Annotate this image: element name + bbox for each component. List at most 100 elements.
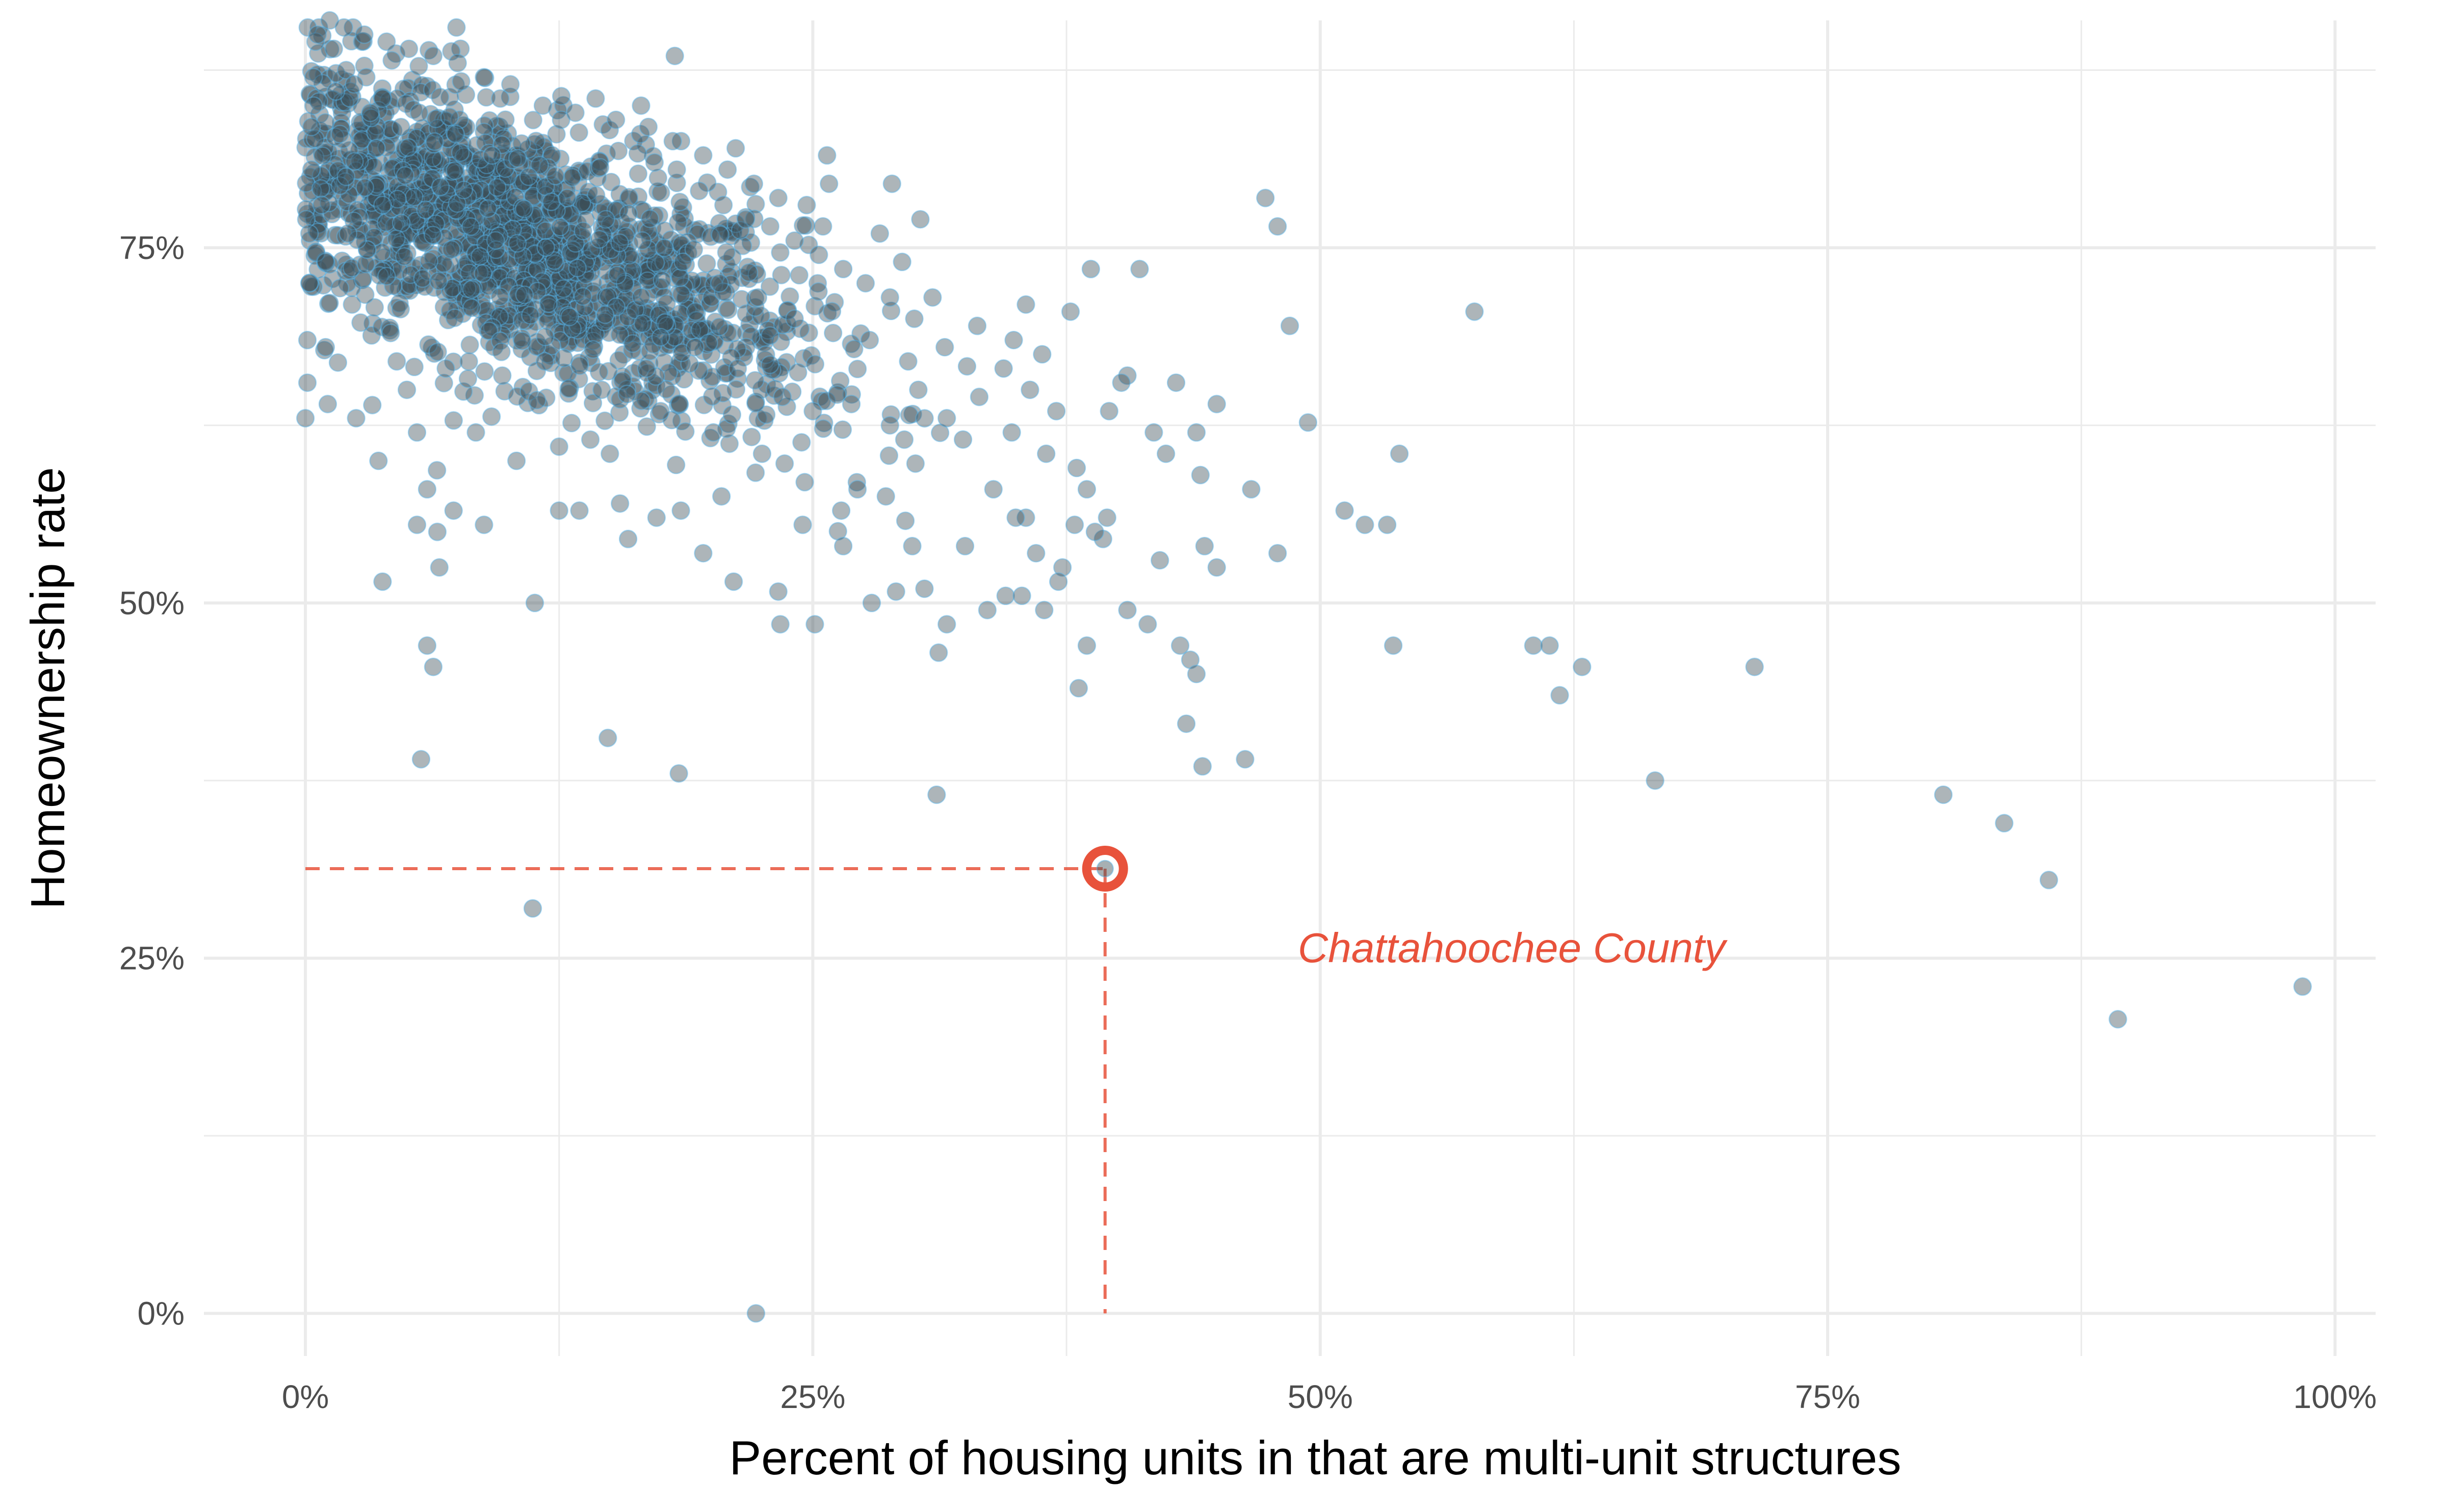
data-point <box>485 196 504 215</box>
data-point <box>451 143 470 162</box>
data-point <box>531 202 551 221</box>
data-point <box>373 196 392 215</box>
data-point <box>676 289 695 308</box>
data-point <box>403 211 422 230</box>
data-point <box>424 245 443 265</box>
data-point <box>541 353 560 373</box>
data-point <box>484 233 503 253</box>
data-point <box>383 198 403 218</box>
data-point <box>580 298 599 317</box>
data-point <box>777 353 796 372</box>
data-point <box>406 190 425 209</box>
data-point <box>431 140 450 159</box>
data-point <box>582 353 601 373</box>
data-point <box>538 164 557 183</box>
data-point <box>1002 423 1021 442</box>
data-point <box>595 214 615 233</box>
data-point <box>1236 750 1255 769</box>
data-point <box>296 409 315 428</box>
data-point <box>358 150 377 169</box>
data-point <box>796 216 816 235</box>
data-point <box>386 168 405 187</box>
data-point <box>432 122 451 141</box>
data-point <box>384 158 403 177</box>
data-point <box>491 307 510 326</box>
data-point <box>549 323 568 342</box>
data-point <box>563 213 583 231</box>
data-point <box>514 201 533 221</box>
data-point <box>437 237 456 256</box>
data-point <box>531 338 550 357</box>
data-point <box>383 259 402 278</box>
data-point <box>521 306 540 325</box>
data-point <box>461 217 480 236</box>
data-point <box>392 180 411 200</box>
data-point <box>409 186 428 205</box>
data-point <box>369 451 388 471</box>
data-point <box>382 186 402 205</box>
data-point <box>1100 402 1118 421</box>
data-point <box>1065 515 1084 534</box>
data-point <box>1187 423 1206 442</box>
data-point <box>448 153 466 172</box>
data-point <box>702 387 722 406</box>
data-point <box>451 124 470 143</box>
data-point <box>594 252 613 271</box>
data-point <box>469 243 488 263</box>
data-point <box>1356 515 1374 534</box>
data-point <box>544 226 563 245</box>
data-point <box>331 113 351 132</box>
data-point <box>795 473 814 492</box>
data-point <box>609 141 628 161</box>
data-point <box>640 267 659 286</box>
data-point <box>723 222 742 241</box>
data-point <box>300 231 320 250</box>
data-point <box>373 89 392 108</box>
data-point <box>713 396 732 415</box>
data-point <box>887 582 905 601</box>
data-point <box>385 267 405 285</box>
data-point <box>378 188 398 207</box>
data-point <box>300 274 319 293</box>
data-point <box>459 288 478 307</box>
data-point <box>697 335 716 354</box>
data-point <box>544 264 563 283</box>
data-point <box>513 331 532 350</box>
data-point <box>514 206 533 225</box>
data-point <box>384 121 403 140</box>
data-point <box>683 332 702 352</box>
data-point <box>503 195 522 214</box>
data-point <box>316 87 335 107</box>
data-point <box>1298 413 1318 432</box>
data-point <box>379 161 399 180</box>
data-point <box>548 100 567 120</box>
data-point <box>773 387 792 406</box>
data-point <box>495 219 514 239</box>
data-point <box>458 369 478 388</box>
data-point <box>669 284 688 303</box>
data-point <box>381 119 400 139</box>
data-point <box>542 275 561 294</box>
data-point <box>450 270 468 289</box>
data-point <box>665 245 684 265</box>
data-point <box>465 184 484 203</box>
data-point <box>596 233 615 253</box>
data-point <box>953 430 973 449</box>
data-point <box>398 255 417 275</box>
data-point <box>648 235 668 254</box>
data-point <box>937 615 956 634</box>
data-point <box>478 321 498 340</box>
data-point <box>719 300 738 319</box>
data-point <box>466 245 485 264</box>
data-point <box>622 341 642 359</box>
data-point <box>563 168 582 187</box>
data-point <box>569 161 588 180</box>
x-tick-label: 50% <box>1288 1378 1353 1415</box>
data-point <box>662 385 681 404</box>
data-point <box>559 271 578 290</box>
data-point <box>570 501 589 520</box>
data-point <box>554 207 573 227</box>
data-point <box>400 223 419 243</box>
highlight-point <box>1096 859 1114 878</box>
data-point <box>520 319 539 337</box>
